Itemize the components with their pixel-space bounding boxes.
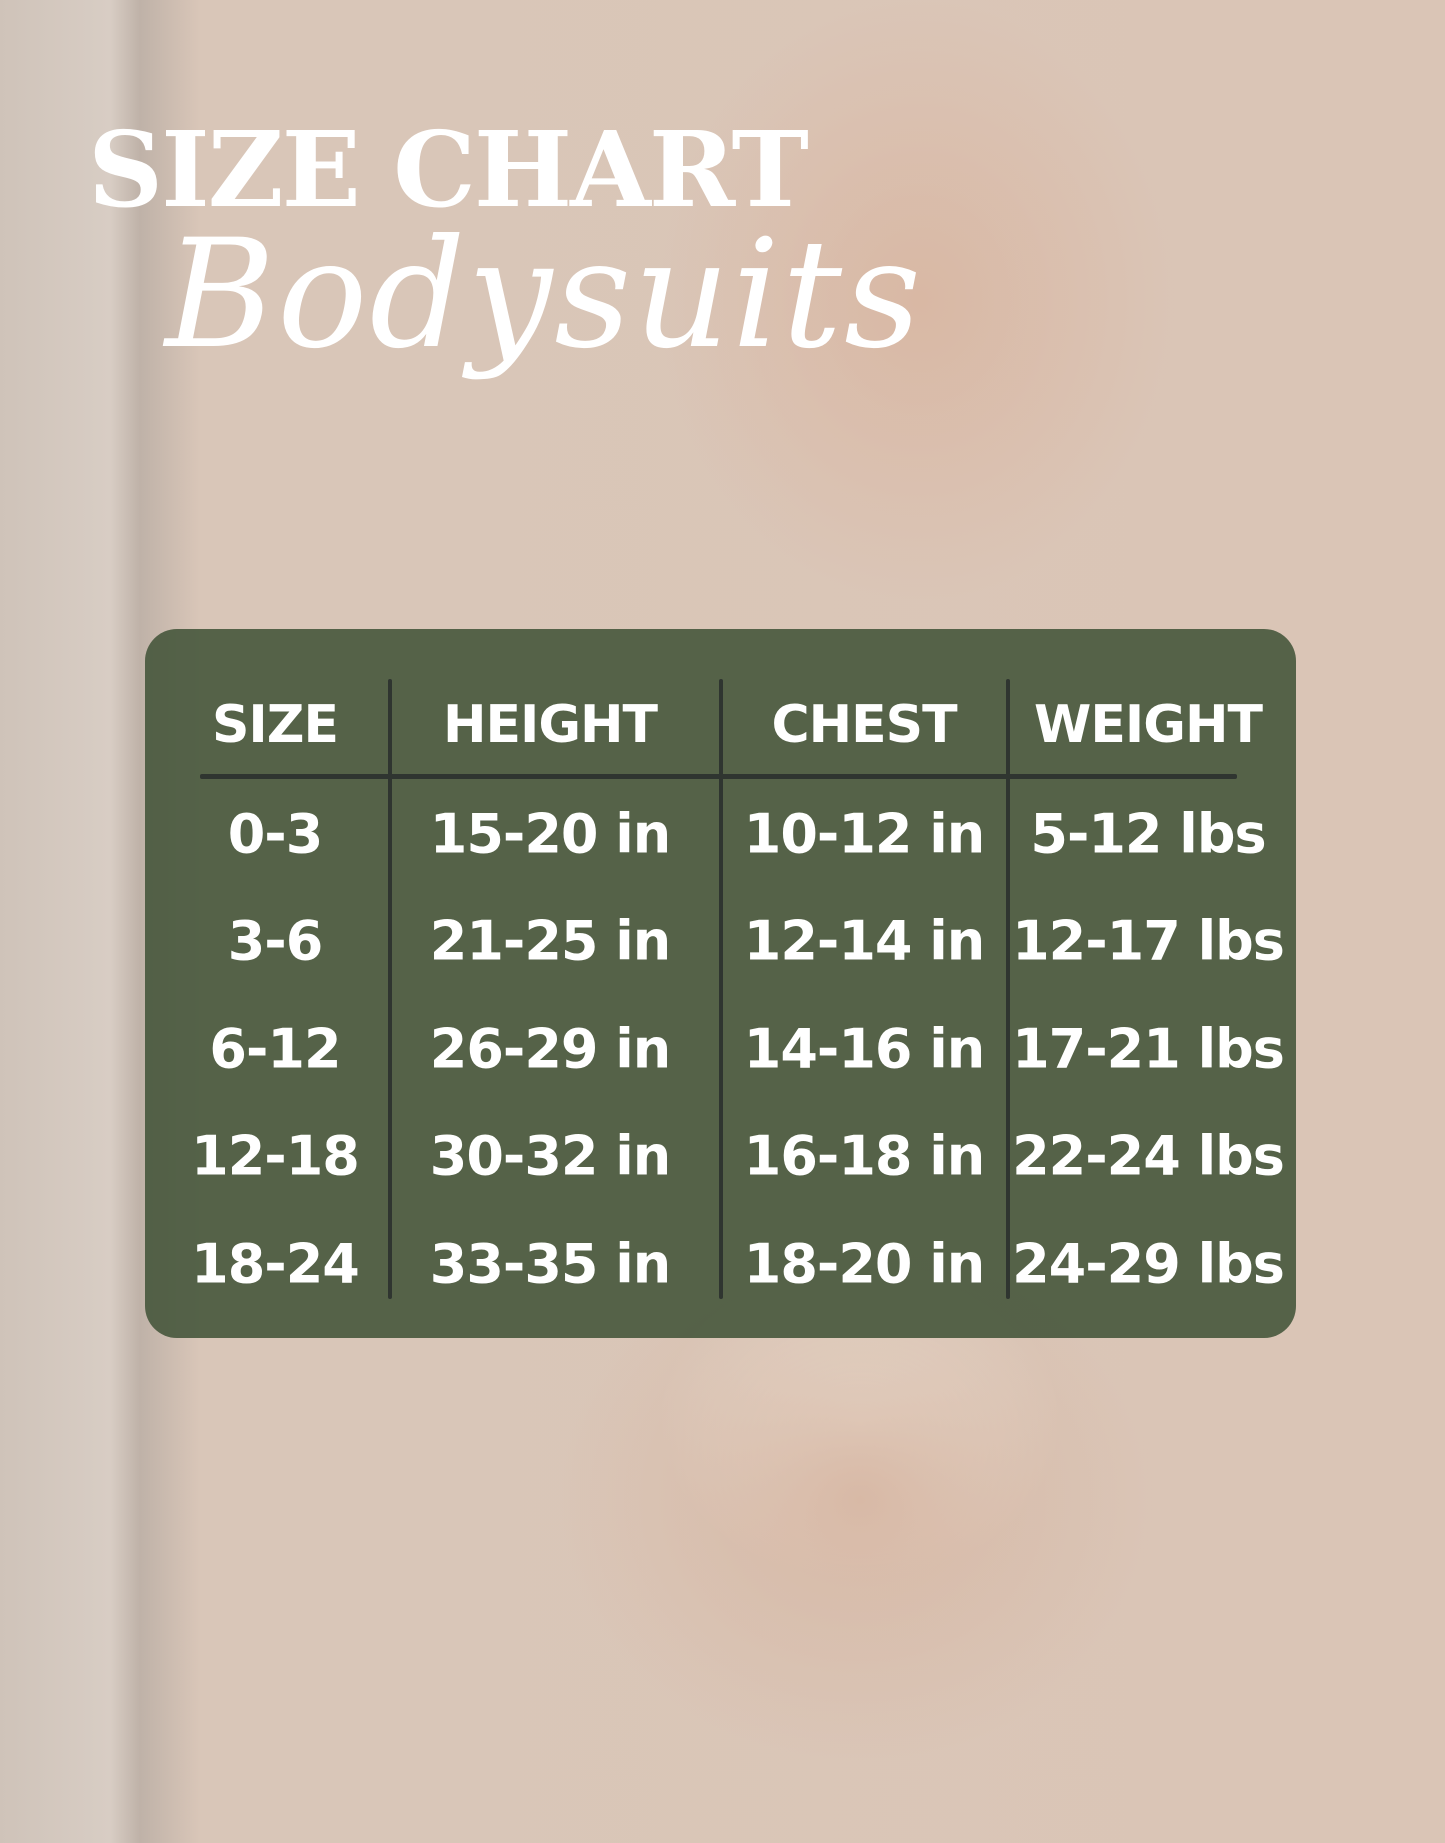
- table-cell-height: 21-25 in: [429, 909, 671, 973]
- table-cell-chest: 12-14 in: [743, 909, 985, 973]
- table-cell-size: 6-12: [209, 1017, 341, 1081]
- table-cell-chest: 18-20 in: [743, 1232, 985, 1296]
- table-cell-weight: 17-21 lbs: [1012, 1017, 1285, 1081]
- column-header-weight: WEIGHT: [1034, 695, 1263, 755]
- page-subtitle: Bodysuits: [165, 208, 924, 382]
- column-header-size: SIZE: [211, 695, 339, 755]
- header-divider: [200, 774, 1237, 779]
- table-cell-weight: 5-12 lbs: [1030, 802, 1266, 866]
- table-cell-weight: 22-24 lbs: [1012, 1124, 1285, 1188]
- table-cell-weight: 12-17 lbs: [1012, 909, 1285, 973]
- table-cell-size: 3-6: [227, 909, 324, 973]
- size-chart-table: SIZE HEIGHT CHEST WEIGHT 0-3 15-20 in 10-12 in…: [145, 629, 1296, 1338]
- column-divider: [1006, 679, 1010, 1299]
- table-cell-height: 33-35 in: [429, 1232, 671, 1296]
- column-divider: [719, 679, 723, 1299]
- table-cell-height: 30-32 in: [429, 1124, 671, 1188]
- table-cell-chest: 16-18 in: [743, 1124, 985, 1188]
- table-cell-height: 26-29 in: [429, 1017, 671, 1081]
- table-cell-chest: 10-12 in: [743, 802, 985, 866]
- column-header-chest: CHEST: [771, 695, 957, 755]
- column-divider: [388, 679, 392, 1299]
- table-cell-size: 12-18: [191, 1124, 360, 1188]
- table-cell-chest: 14-16 in: [743, 1017, 985, 1081]
- column-header-height: HEIGHT: [442, 695, 658, 755]
- table-cell-height: 15-20 in: [429, 802, 671, 866]
- table-cell-weight: 24-29 lbs: [1012, 1232, 1285, 1296]
- table-cell-size: 18-24: [191, 1232, 360, 1296]
- page-title: SIZE CHART: [88, 108, 809, 231]
- table-cell-size: 0-3: [227, 802, 324, 866]
